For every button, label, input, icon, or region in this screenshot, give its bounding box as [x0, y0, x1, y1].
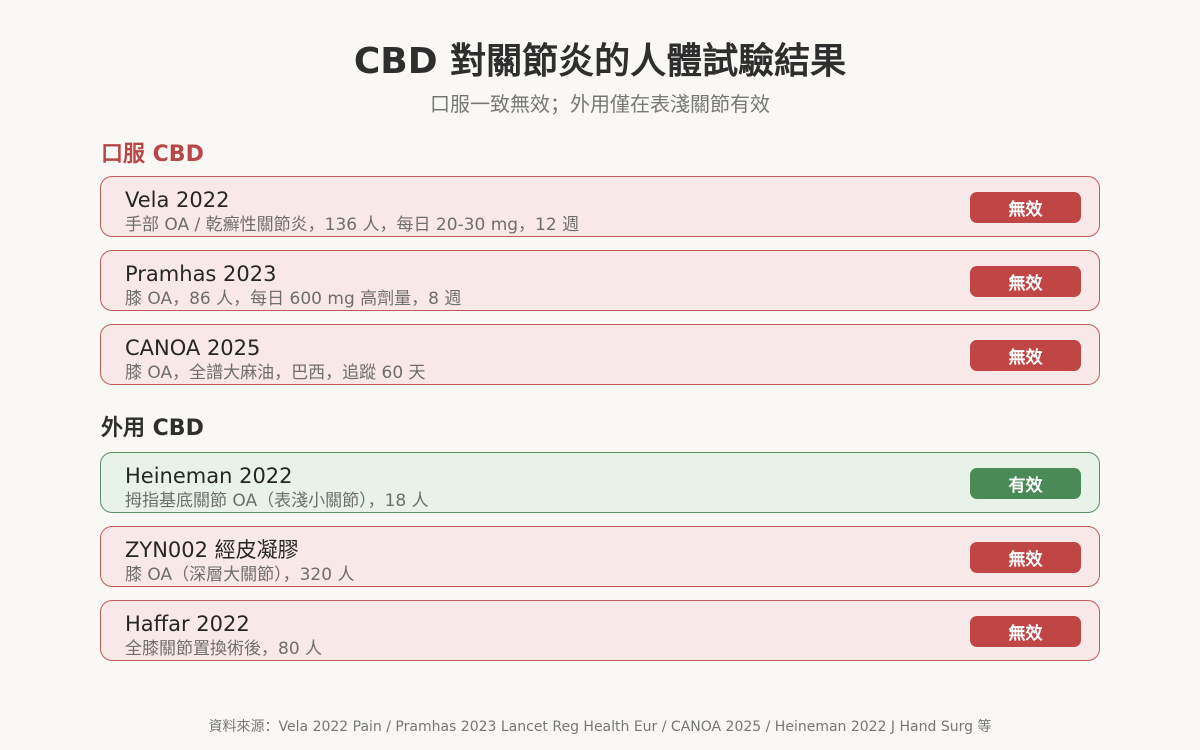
study-detail: 手部 OA / 乾癬性關節炎，136 人，每日 20-30 mg，12 週: [125, 215, 580, 235]
study-card: Heineman 2022 拇指基底關節 OA（表淺小關節），18 人 有效: [100, 452, 1100, 513]
page-title: CBD 對關節炎的人體試驗結果: [353, 41, 847, 82]
study-detail: 全膝關節置換術後，80 人: [125, 639, 323, 659]
study-detail: 拇指基底關節 OA（表淺小關節），18 人: [125, 491, 429, 511]
study-card: ZYN002 經皮凝膠 膝 OA（深層大關節），320 人 無效: [100, 526, 1100, 587]
study-detail: 膝 OA，86 人，每日 600 mg 高劑量，8 週: [125, 289, 462, 309]
section-heading-oral: 口服 CBD: [101, 142, 204, 167]
section-heading-topical: 外用 CBD: [101, 416, 204, 441]
study-name: Vela 2022: [125, 188, 230, 212]
study-card: Vela 2022 手部 OA / 乾癬性關節炎，136 人，每日 20-30 …: [100, 176, 1100, 237]
study-card: Pramhas 2023 膝 OA，86 人，每日 600 mg 高劑量，8 週…: [100, 250, 1100, 311]
result-badge: 無效: [970, 266, 1081, 297]
result-badge: 無效: [970, 616, 1081, 647]
result-badge: 無效: [970, 192, 1081, 223]
study-name: Heineman 2022: [125, 464, 293, 488]
study-name: CANOA 2025: [125, 336, 261, 360]
source-footnote: 資料來源：Vela 2022 Pain / Pramhas 2023 Lance…: [208, 719, 992, 735]
study-name: ZYN002 經皮凝膠: [125, 538, 299, 562]
study-card: Haffar 2022 全膝關節置換術後，80 人 無效: [100, 600, 1100, 661]
study-detail: 膝 OA（深層大關節），320 人: [125, 565, 355, 585]
result-badge: 無效: [970, 542, 1081, 573]
study-card: CANOA 2025 膝 OA，全譜大麻油，巴西，追蹤 60 天 無效: [100, 324, 1100, 385]
study-name: Pramhas 2023: [125, 262, 277, 286]
result-badge: 無效: [970, 340, 1081, 371]
result-badge: 有效: [970, 468, 1081, 499]
study-name: Haffar 2022: [125, 612, 250, 636]
study-detail: 膝 OA，全譜大麻油，巴西，追蹤 60 天: [125, 363, 426, 383]
page-subtitle: 口服一致無效；外用僅在表淺關節有效: [430, 92, 770, 116]
